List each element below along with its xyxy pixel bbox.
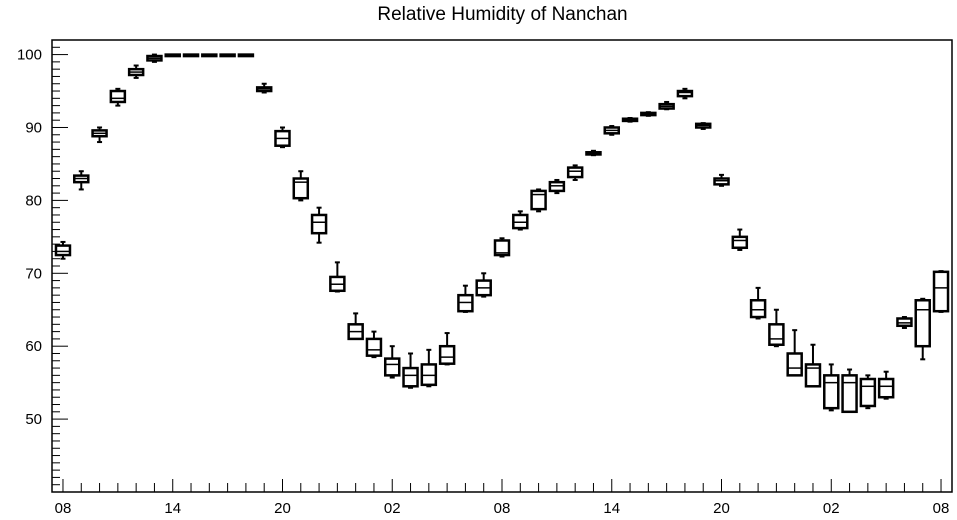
y-tick-label: 100: [17, 47, 42, 64]
box-iqr: [566, 166, 584, 179]
box-mark: [493, 237, 511, 258]
box-series: [54, 53, 950, 414]
box-mark: [841, 368, 858, 414]
y-tick-label: 90: [25, 119, 42, 136]
box-mark: [530, 188, 547, 213]
box-mark: [365, 330, 383, 359]
x-tick-label: 14: [164, 500, 181, 517]
box-mark: [54, 240, 72, 260]
box-mark: [402, 352, 419, 389]
y-tick-label: 80: [25, 192, 42, 209]
box-mark: [292, 170, 310, 202]
box-mark: [658, 100, 675, 111]
box-mark: [621, 117, 639, 123]
chart-title: Relative Humidity of Nanchan: [377, 4, 628, 25]
box-iqr: [768, 323, 785, 346]
box-mark: [164, 53, 181, 58]
box-iqr: [859, 377, 877, 408]
plot-frame: [51, 39, 953, 493]
y-tick-label: 70: [25, 265, 42, 282]
x-tick-label: 08: [55, 500, 72, 517]
box-iqr: [676, 89, 694, 98]
box-iqr: [932, 270, 950, 313]
box-mark: [877, 370, 895, 400]
box-iqr: [402, 366, 419, 388]
box-mark: [932, 270, 950, 313]
box-mark: [823, 363, 840, 412]
box-mark: [274, 126, 291, 149]
x-tick-label: 20: [274, 500, 291, 517]
box-mark: [91, 126, 108, 144]
box-mark: [804, 343, 822, 388]
box-mark: [585, 149, 602, 157]
box-mark: [182, 53, 200, 58]
box-mark: [603, 125, 621, 136]
box-mark: [383, 345, 401, 379]
box-mark: [255, 82, 273, 94]
x-axis: 08 14 20 02 08 14 20 02 08: [55, 479, 950, 517]
box-mark: [566, 164, 584, 181]
box-mark: [420, 348, 438, 388]
plot-frame-rect: [51, 39, 953, 493]
box-iqr: [841, 374, 858, 414]
box-iqr: [823, 374, 840, 410]
box-mark: [749, 286, 767, 320]
x-tick-label: 08: [933, 500, 950, 517]
box-mark: [548, 178, 566, 195]
box-mark: [859, 374, 877, 410]
box-mark: [310, 206, 328, 244]
box-mark: [768, 308, 785, 348]
box-iqr: [438, 344, 456, 365]
box-mark: [694, 122, 712, 130]
box-iqr: [749, 299, 767, 319]
box-mark: [512, 210, 529, 231]
box-iqr: [877, 377, 895, 399]
box-mark: [219, 53, 236, 58]
box-iqr: [292, 177, 310, 200]
box-mark: [640, 111, 657, 117]
x-tick-label: 08: [494, 500, 511, 517]
box-iqr: [786, 352, 803, 377]
x-tick-label: 14: [603, 500, 620, 517]
box-mark: [146, 53, 163, 63]
box-mark: [457, 284, 474, 313]
x-tick-label: 02: [384, 500, 401, 517]
box-iqr: [310, 213, 328, 235]
box-mark: [109, 87, 127, 107]
box-iqr: [731, 235, 749, 250]
box-mark: [347, 312, 364, 341]
box-mark: [713, 173, 730, 187]
box-mark: [438, 332, 456, 366]
y-tick-label: 50: [25, 411, 42, 428]
box-iqr: [804, 363, 822, 388]
box-mark: [475, 272, 492, 298]
x-tick-label: 02: [823, 500, 840, 517]
box-mark: [127, 64, 145, 79]
box-iqr: [530, 189, 547, 211]
box-mark: [914, 297, 931, 361]
box-iqr: [365, 337, 383, 357]
box-mark: [201, 53, 218, 58]
box-mark: [73, 170, 90, 191]
box-iqr: [914, 299, 931, 348]
box-mark: [237, 53, 255, 58]
box-iqr: [109, 89, 127, 104]
box-mark: [786, 329, 803, 377]
box-mark: [731, 228, 749, 251]
box-iqr: [54, 244, 72, 257]
box-iqr: [493, 239, 511, 257]
y-axis: 50 60 70 80 90 100: [17, 47, 68, 486]
box-mark: [329, 261, 346, 293]
y-tick-label: 60: [25, 338, 42, 355]
x-tick-label: 20: [713, 500, 730, 517]
box-mark: [896, 316, 913, 329]
box-mark: [676, 87, 694, 100]
box-iqr: [383, 357, 401, 377]
